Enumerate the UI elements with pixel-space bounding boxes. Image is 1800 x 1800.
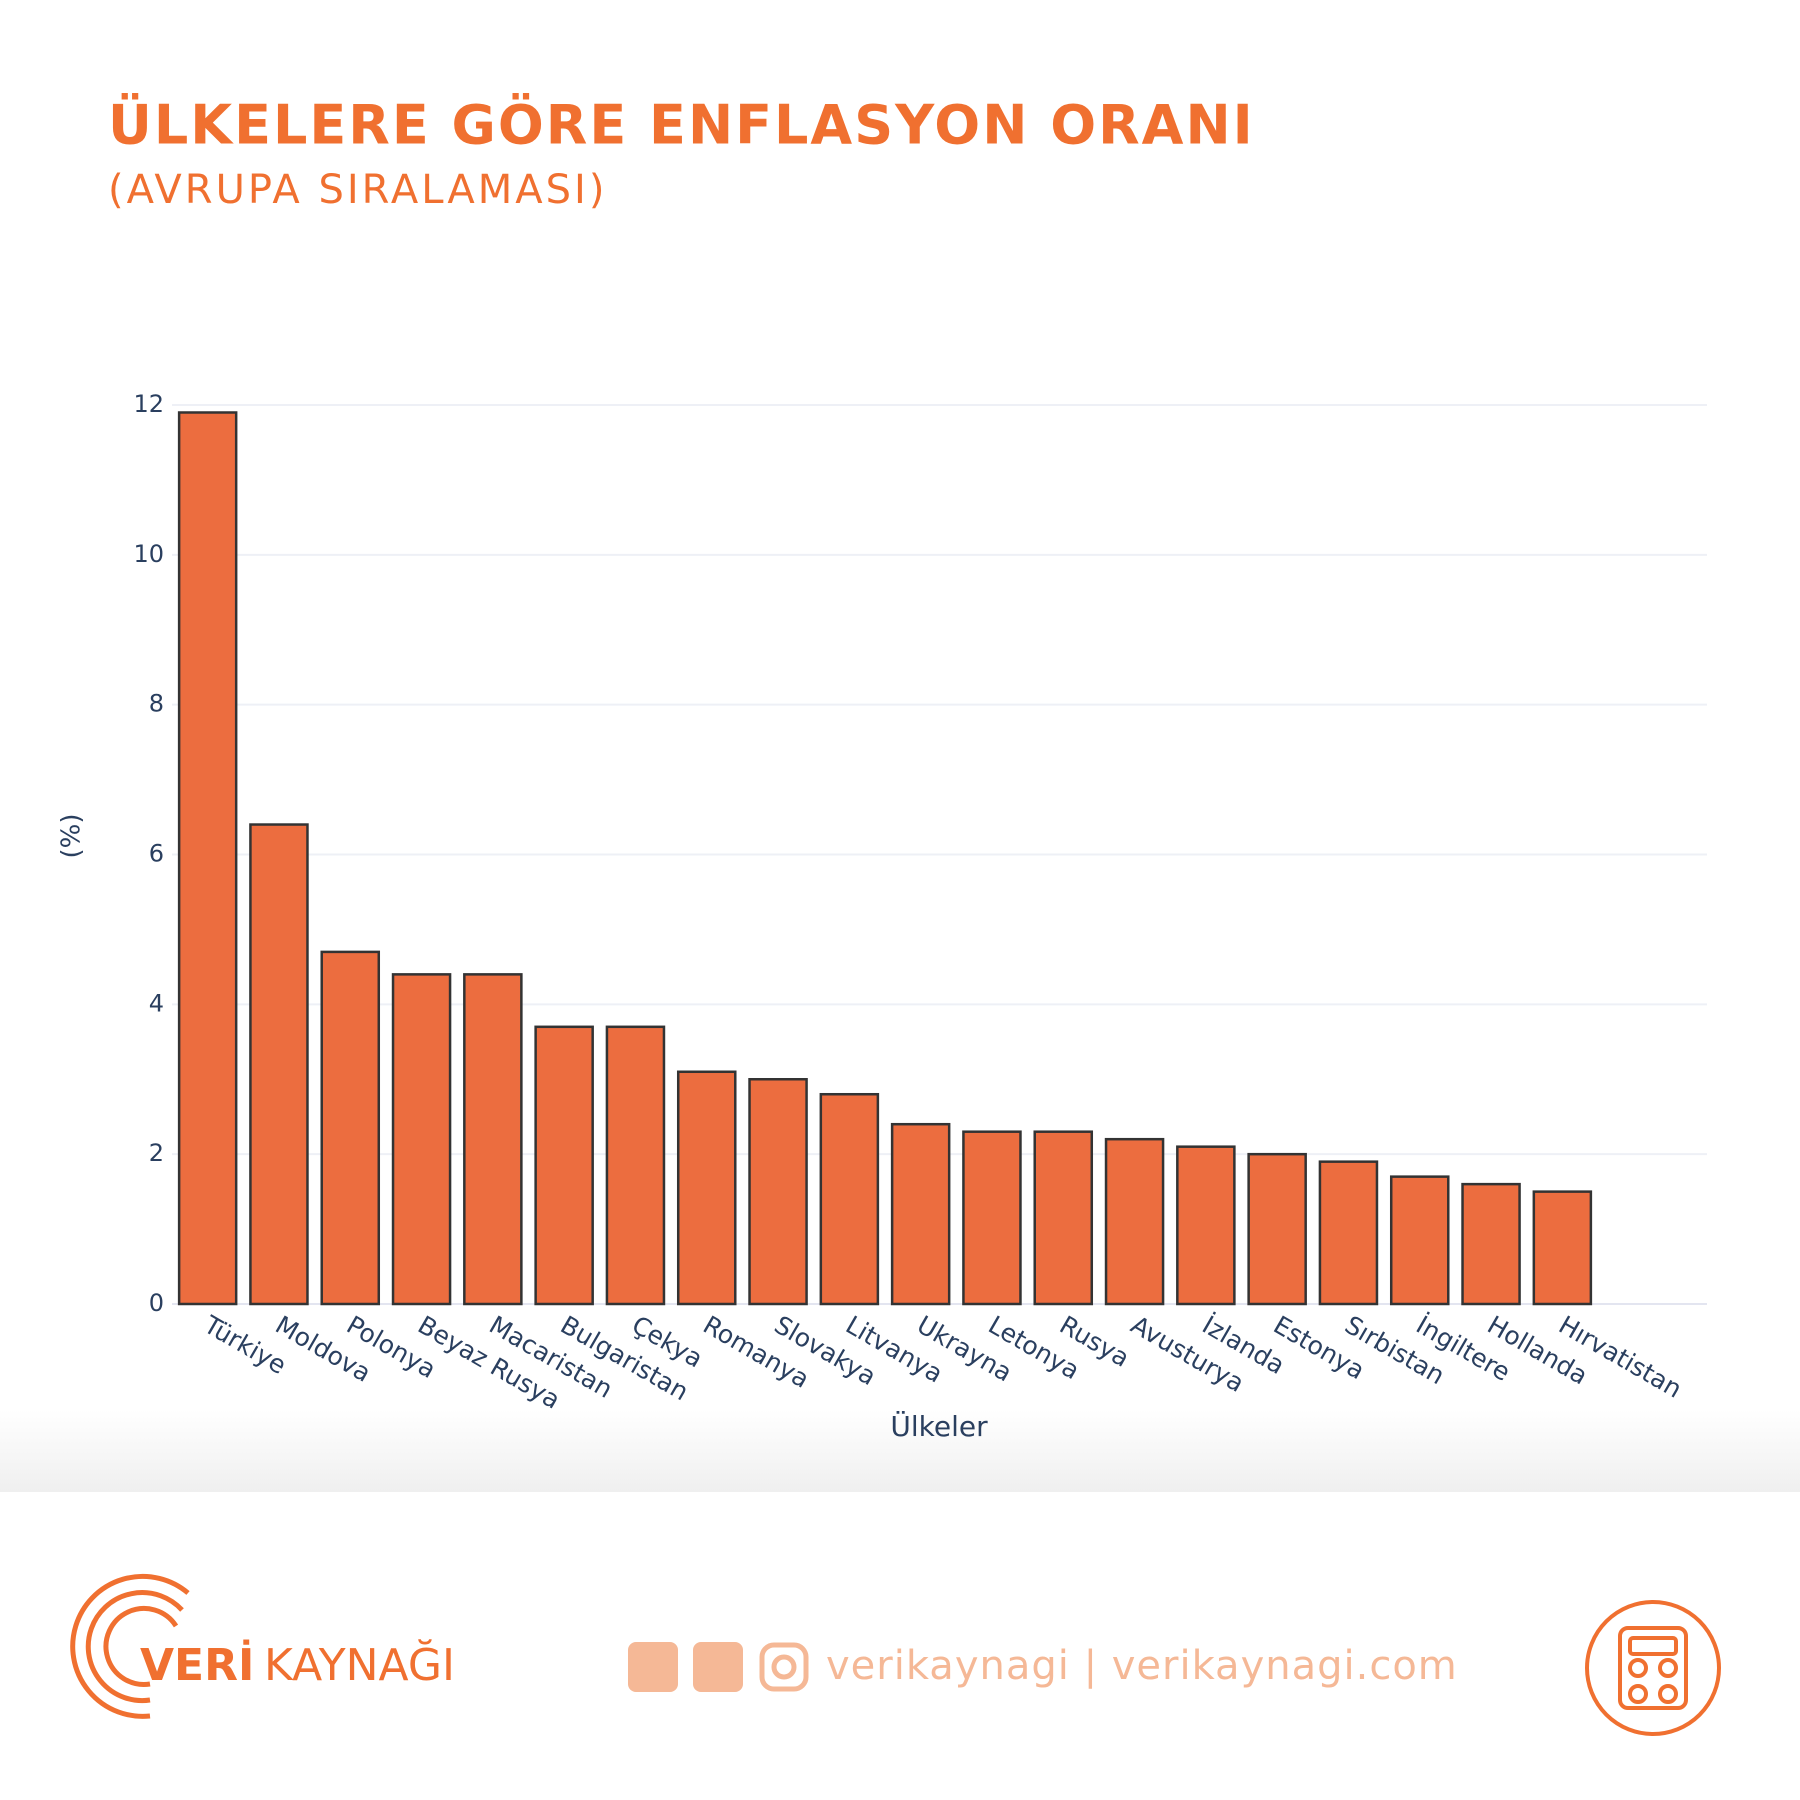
bar — [391, 973, 452, 1306]
x-axis-title: Ülkeler — [890, 1409, 988, 1443]
brand-bold: VERİ — [140, 1638, 254, 1691]
bar — [463, 973, 523, 1306]
brand-light: KAYNAĞI — [264, 1638, 455, 1691]
y-tick-label: 12 — [133, 390, 164, 418]
bar — [1461, 1182, 1521, 1306]
bar — [1176, 1145, 1236, 1306]
chart-title: ÜLKELERE GÖRE ENFLASYON ORANI — [108, 94, 1255, 157]
bar — [1104, 1137, 1165, 1306]
bar — [534, 1025, 594, 1306]
y-tick-label: 4 — [149, 989, 164, 1017]
y-axis-title: (%) — [57, 814, 87, 859]
bar — [1532, 1190, 1593, 1306]
y-tick-label: 0 — [149, 1289, 164, 1317]
bar — [748, 1078, 808, 1306]
bar — [320, 950, 381, 1306]
x-tick-label: Türkiye — [198, 1310, 291, 1380]
social-text: verikaynagi | verikaynagi.com — [826, 1643, 1458, 1689]
chart-subtitle: (AVRUPA SIRALAMASI) — [108, 167, 607, 213]
bar — [676, 1070, 737, 1306]
bar — [177, 411, 238, 1306]
bar — [1389, 1175, 1450, 1306]
y-tick-label: 6 — [149, 840, 164, 868]
calculator-icon — [1585, 1600, 1721, 1736]
logo — [70, 1573, 190, 1719]
bar — [962, 1130, 1022, 1306]
band — [0, 1410, 1800, 1492]
bar — [1033, 1130, 1094, 1306]
bar — [890, 1122, 951, 1306]
social-icons — [628, 1642, 809, 1692]
y-tick-label: 8 — [149, 690, 164, 718]
bar — [249, 823, 309, 1306]
bar — [1318, 1160, 1379, 1306]
y-tick-label: 10 — [133, 540, 164, 568]
y-tick-label: 2 — [149, 1139, 164, 1167]
bar — [1247, 1152, 1307, 1306]
bar — [605, 1025, 666, 1306]
bar — [819, 1092, 880, 1306]
